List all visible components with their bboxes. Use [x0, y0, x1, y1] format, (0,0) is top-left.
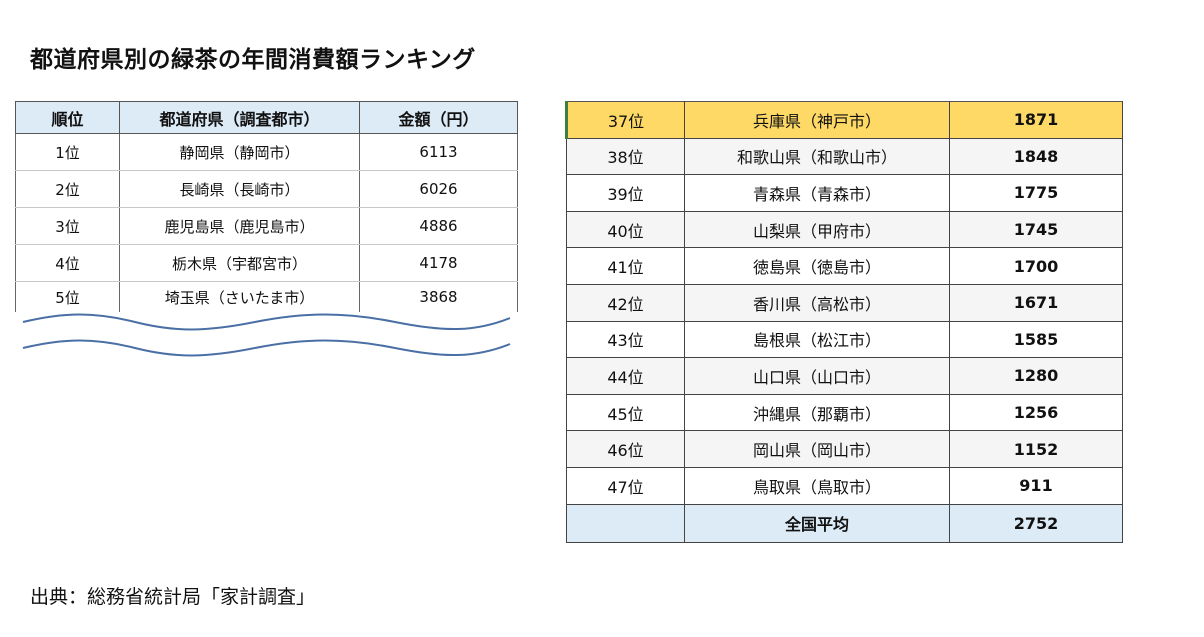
table-row: 40位 山梨県（甲府市） 1745	[566, 211, 1123, 249]
prefecture-cell: 長崎県（長崎市）	[119, 170, 360, 208]
prefecture-cell: 青森県（青森市）	[684, 174, 950, 212]
table-row: 37位 兵庫県（神戸市） 1871	[565, 101, 1123, 139]
prefecture-cell: 栃木県（宇都宮市）	[119, 244, 360, 282]
rank-cell: 39位	[566, 174, 685, 212]
prefecture-cell: 山梨県（甲府市）	[684, 211, 950, 249]
amount-cell: 1745	[949, 211, 1123, 249]
table-row: 41位 徳島県（徳島市） 1700	[566, 247, 1123, 285]
header-rank: 順位	[15, 101, 120, 134]
table-row: 1位 静岡県（静岡市） 6113	[15, 133, 518, 171]
table-row: 43位 島根県（松江市） 1585	[566, 321, 1123, 359]
top-ranking-table: 順位 都道府県（調査都市） 金額（円） 1位 静岡県（静岡市） 6113 2位 …	[15, 101, 518, 312]
prefecture-cell: 和歌山県（和歌山市）	[684, 138, 950, 176]
rank-cell: 43位	[566, 321, 685, 359]
amount-cell: 1700	[949, 247, 1123, 285]
prefecture-cell: 香川県（高松市）	[684, 284, 950, 322]
bottom-ranking-table: 37位 兵庫県（神戸市） 1871 38位 和歌山県（和歌山市） 1848 39…	[565, 101, 1123, 543]
amount-cell: 1280	[949, 357, 1123, 395]
prefecture-cell: 鳥取県（鳥取市）	[684, 467, 950, 505]
table-row: 44位 山口県（山口市） 1280	[566, 357, 1123, 395]
rank-cell: 2位	[15, 170, 120, 208]
rank-cell: 3位	[15, 207, 120, 245]
amount-cell: 1848	[949, 138, 1123, 176]
table-row: 46位 岡山県（岡山市） 1152	[566, 430, 1123, 468]
table-row: 47位 鳥取県（鳥取市） 911	[566, 467, 1123, 505]
header-prefecture: 都道府県（調査都市）	[119, 101, 360, 134]
average-amount: 2752	[949, 504, 1123, 543]
rank-cell: 47位	[566, 467, 685, 505]
average-rank-cell	[566, 504, 685, 543]
prefecture-cell: 島根県（松江市）	[684, 321, 950, 359]
amount-cell: 911	[949, 467, 1123, 505]
wave-break-icon	[22, 313, 511, 357]
prefecture-cell: 鹿児島県（鹿児島市）	[119, 207, 360, 245]
amount-cell: 4886	[359, 207, 518, 245]
rank-cell: 1位	[15, 133, 120, 171]
prefecture-cell: 埼玉県（さいたま市）	[119, 281, 360, 312]
table-row: 38位 和歌山県（和歌山市） 1848	[566, 138, 1123, 176]
table-header-row: 順位 都道府県（調査都市） 金額（円）	[15, 101, 518, 134]
amount-cell: 1671	[949, 284, 1123, 322]
rank-cell: 40位	[566, 211, 685, 249]
prefecture-cell: 山口県（山口市）	[684, 357, 950, 395]
rank-cell: 46位	[566, 430, 685, 468]
rank-cell: 4位	[15, 244, 120, 282]
amount-cell: 1152	[949, 430, 1123, 468]
rank-cell: 44位	[566, 357, 685, 395]
prefecture-cell: 兵庫県（神戸市）	[684, 101, 950, 139]
table-row: 45位 沖縄県（那覇市） 1256	[566, 394, 1123, 432]
rank-cell: 38位	[566, 138, 685, 176]
rank-cell: 37位	[565, 101, 685, 139]
table-row: 4位 栃木県（宇都宮市） 4178	[15, 244, 518, 282]
average-label: 全国平均	[684, 504, 950, 543]
amount-cell: 6113	[359, 133, 518, 171]
source-citation: 出典：総務省統計局「家計調査」	[30, 586, 316, 608]
prefecture-cell: 静岡県（静岡市）	[119, 133, 360, 171]
amount-cell: 1871	[949, 101, 1123, 139]
table-row: 42位 香川県（高松市） 1671	[566, 284, 1123, 322]
amount-cell: 4178	[359, 244, 518, 282]
page-title: 都道府県別の緑茶の年間消費額ランキング	[30, 47, 476, 73]
amount-cell: 3868	[359, 281, 518, 312]
prefecture-cell: 徳島県（徳島市）	[684, 247, 950, 285]
prefecture-cell: 沖縄県（那覇市）	[684, 394, 950, 432]
amount-cell: 1585	[949, 321, 1123, 359]
rank-cell: 5位	[15, 281, 120, 312]
rank-cell: 45位	[566, 394, 685, 432]
table-row: 3位 鹿児島県（鹿児島市） 4886	[15, 207, 518, 245]
amount-cell: 1256	[949, 394, 1123, 432]
table-row: 39位 青森県（青森市） 1775	[566, 174, 1123, 212]
amount-cell: 6026	[359, 170, 518, 208]
table-row: 2位 長崎県（長崎市） 6026	[15, 170, 518, 208]
amount-cell: 1775	[949, 174, 1123, 212]
table-row: 5位 埼玉県（さいたま市） 3868	[15, 281, 518, 312]
prefecture-cell: 岡山県（岡山市）	[684, 430, 950, 468]
header-amount: 金額（円）	[359, 101, 518, 134]
rank-cell: 41位	[566, 247, 685, 285]
average-row: 全国平均 2752	[566, 504, 1123, 543]
rank-cell: 42位	[566, 284, 685, 322]
